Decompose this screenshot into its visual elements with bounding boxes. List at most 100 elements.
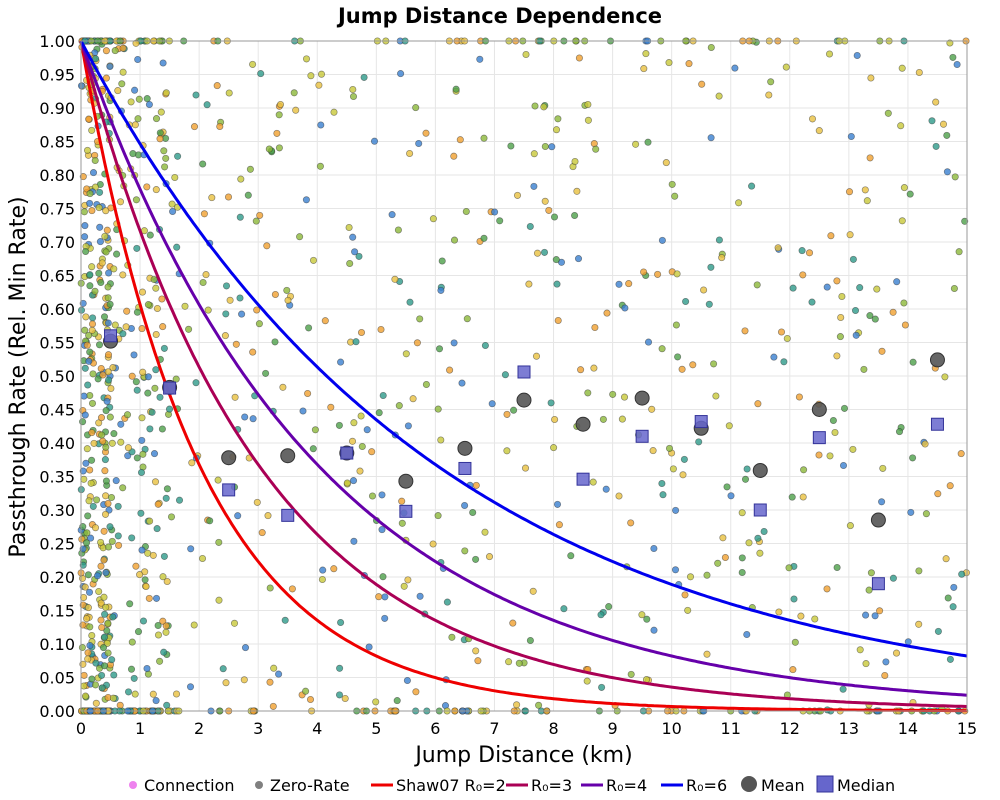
mean-marker — [752, 462, 768, 478]
connection-point — [526, 222, 534, 231]
connection-point — [719, 534, 727, 542]
connection-point — [532, 352, 541, 360]
connection-point — [226, 296, 234, 304]
connection-point — [879, 464, 887, 472]
connection-point — [146, 231, 154, 239]
connection-point — [262, 369, 270, 377]
connection-point — [943, 168, 951, 176]
connection-point — [119, 484, 127, 492]
legend-label: R₀=6 — [686, 776, 727, 795]
connection-point — [799, 493, 807, 501]
connection-point — [934, 627, 942, 635]
connection-point — [765, 91, 773, 99]
connection-point — [898, 217, 906, 225]
connection-point — [138, 325, 146, 333]
connection-point — [341, 694, 349, 703]
connection-point — [795, 393, 803, 401]
x-tick-label: 8 — [548, 719, 558, 738]
mean-marker — [634, 390, 650, 406]
connection-point — [102, 74, 110, 82]
connection-point — [658, 479, 666, 488]
connection-point — [335, 421, 343, 429]
connection-point — [88, 399, 97, 407]
connection-point — [735, 199, 743, 207]
connection-point — [88, 320, 97, 328]
connection-point — [123, 307, 131, 315]
connection-point — [849, 255, 857, 263]
connection-point — [181, 302, 189, 310]
mean-marker — [929, 352, 945, 368]
connection-point — [703, 650, 711, 658]
median-marker — [458, 461, 472, 475]
connection-point — [707, 263, 715, 271]
connection-point — [104, 368, 112, 376]
connection-point — [826, 452, 834, 460]
connection-point — [150, 450, 159, 458]
y-tick-label: 0.35 — [39, 468, 75, 487]
connection-point — [275, 111, 283, 119]
connection-point — [78, 535, 86, 543]
y-tick-label: 0.80 — [39, 166, 75, 185]
connection-point — [889, 308, 897, 316]
connection-point — [846, 522, 854, 530]
connection-point — [618, 415, 626, 423]
connection-point — [839, 685, 847, 693]
x-tick-label: 2 — [194, 719, 204, 738]
connection-point — [777, 328, 786, 336]
connection-point — [101, 510, 110, 518]
connection-point — [156, 129, 164, 137]
connection-point — [104, 619, 112, 627]
connection-point — [672, 506, 680, 514]
connection-point — [725, 422, 733, 430]
connection-point — [119, 44, 127, 52]
connection-point — [102, 443, 110, 451]
connection-point — [82, 459, 90, 467]
connection-point — [95, 204, 103, 212]
connection-point — [309, 445, 317, 453]
connection-point — [335, 691, 344, 699]
connection-point — [541, 142, 549, 151]
connection-point — [88, 631, 96, 640]
connection-point — [119, 68, 127, 76]
connection-point — [950, 284, 958, 293]
connection-point — [127, 98, 135, 106]
connection-point — [317, 121, 325, 129]
connection-point — [621, 304, 629, 312]
connection-point — [450, 339, 458, 347]
connection-point — [658, 345, 666, 353]
connection-point — [815, 451, 823, 459]
connection-point — [126, 600, 134, 608]
connection-point — [154, 621, 162, 630]
connection-point — [80, 671, 88, 679]
connection-point — [416, 592, 424, 600]
connection-point — [231, 393, 239, 401]
connection-point — [154, 500, 162, 508]
connection-point — [643, 615, 651, 623]
connection-point — [437, 286, 445, 294]
connection-point — [866, 154, 874, 162]
connection-point — [950, 583, 958, 591]
connection-point — [127, 665, 136, 673]
connection-point — [288, 585, 296, 593]
connection-point — [789, 284, 797, 292]
connection-point — [681, 591, 689, 599]
connection-point — [413, 339, 421, 347]
connection-point — [481, 528, 489, 536]
connection-point — [108, 656, 116, 664]
connection-point — [98, 431, 106, 439]
connection-point — [101, 610, 109, 618]
connection-point — [823, 585, 831, 593]
connection-point — [727, 492, 735, 500]
legend-label: Mean — [761, 776, 805, 795]
connection-point — [921, 440, 929, 448]
connection-point — [642, 50, 650, 58]
legend-label: R₀=3 — [531, 776, 572, 795]
x-tick-label: 0 — [76, 719, 86, 738]
connection-point — [878, 498, 886, 506]
y-tick-label: 0.65 — [39, 267, 75, 286]
connection-point — [307, 72, 315, 80]
connection-point — [476, 55, 484, 63]
connection-point — [946, 482, 954, 490]
connection-point — [866, 312, 874, 320]
connection-point — [650, 626, 658, 634]
